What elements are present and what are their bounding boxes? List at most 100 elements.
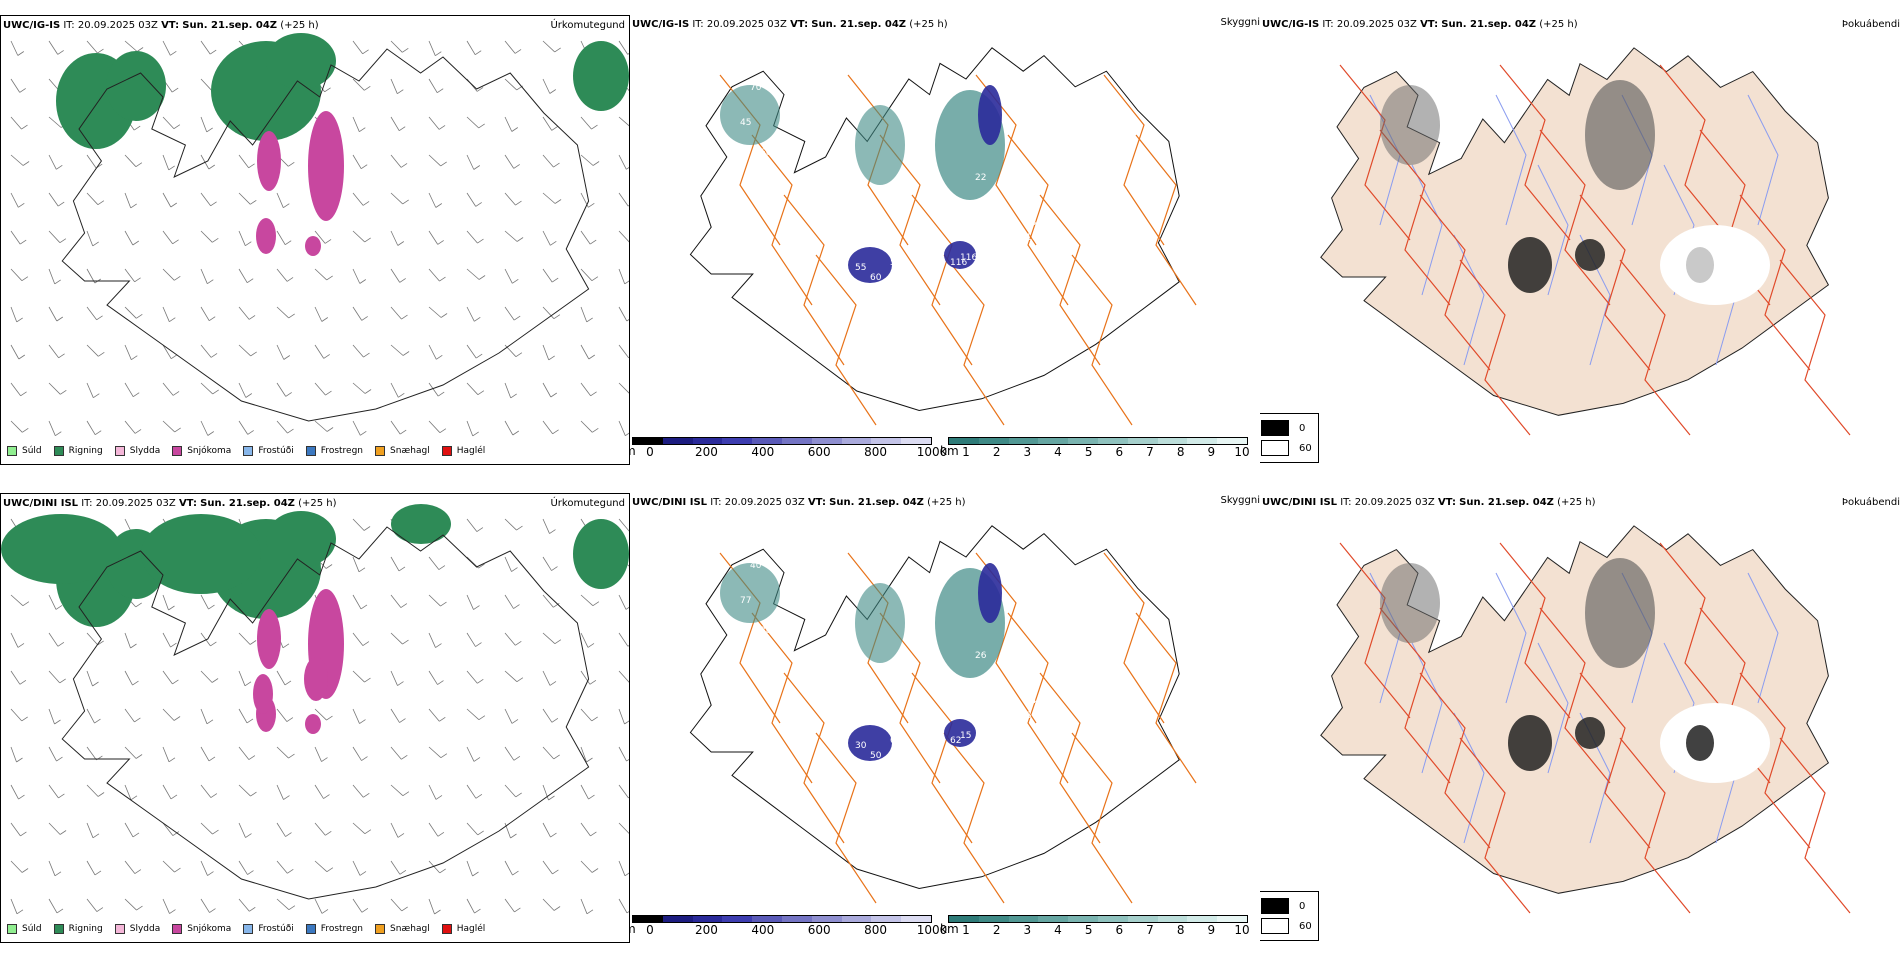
legend-swatch <box>54 446 64 456</box>
wind-barb-flag <box>247 279 253 283</box>
wind-barb <box>315 383 326 395</box>
wind-barb-flag <box>479 716 485 720</box>
wind-barb <box>87 633 98 645</box>
wind-barb-flag <box>135 278 141 282</box>
wind-barb <box>353 633 363 646</box>
wind-barb-flag <box>362 908 368 912</box>
fog-indicator-area <box>1585 80 1655 190</box>
wind-barb <box>391 231 398 246</box>
cloud-base-label: 78 <box>1020 711 1032 721</box>
wind-barb-flag <box>169 758 175 762</box>
wind-barb <box>49 193 58 206</box>
wind-barb-flag <box>365 390 371 394</box>
wind-barb-flag <box>18 203 24 207</box>
cloud-base-label: 116 <box>950 258 967 268</box>
low-cloud-base-area <box>978 563 1002 623</box>
wind-barb-flag <box>359 568 365 572</box>
wind-barb <box>467 899 475 913</box>
wind-barb <box>353 421 360 435</box>
wind-barb <box>353 345 364 357</box>
legend-swatch <box>375 924 385 934</box>
colorbar-tick: 10 <box>1234 445 1249 459</box>
wind-barb <box>429 633 436 648</box>
wind-barb-flag <box>287 718 293 722</box>
wind-barb <box>543 747 554 759</box>
cloud-base-label: 55 <box>855 263 866 273</box>
panel-header: UWC/IG-IS IT: 20.09.2025 03Z VT: Sun. 21… <box>1262 19 1578 30</box>
wind-barb <box>619 269 625 284</box>
wind-barb-flag <box>403 792 409 796</box>
wind-barb <box>163 307 169 322</box>
wind-barb <box>87 709 95 723</box>
wind-barb-flag <box>436 355 442 359</box>
wind-barb <box>315 785 324 799</box>
wind-barb <box>581 307 587 322</box>
wind-barb-flag <box>285 241 291 245</box>
wind-barb-flag <box>592 277 598 281</box>
wind-barb <box>391 671 398 686</box>
wind-barb-flag <box>549 356 555 360</box>
wind-barb-flag <box>475 51 481 55</box>
wind-barb-flag <box>133 833 139 837</box>
wind-barb <box>581 785 589 799</box>
wind-barb <box>87 861 95 875</box>
wind-barb-flag <box>23 602 29 606</box>
panel-variable-title: Skyggni <box>1220 17 1260 28</box>
wind-barb <box>239 785 251 796</box>
wind-barb <box>87 747 96 760</box>
wind-barb-flag <box>364 86 370 90</box>
wind-barb-flag <box>398 833 404 837</box>
wind-barb <box>505 557 512 572</box>
wind-barb <box>429 557 439 570</box>
colorbar-tick: 6 <box>1116 923 1124 937</box>
wind-barb <box>581 823 590 836</box>
legend-swatch <box>7 446 17 456</box>
legend-label: Haglél <box>457 924 486 934</box>
wind-barb-flag <box>403 352 409 356</box>
wind-barb-flag <box>169 318 175 322</box>
legend-swatch <box>306 446 316 456</box>
wind-barb-flag <box>210 642 216 646</box>
wind-barb-flag <box>552 278 558 282</box>
cloud-base-label: 58 <box>890 258 902 268</box>
wind-barb-flag <box>326 391 332 395</box>
wind-barb <box>505 899 514 912</box>
wind-barb-flag <box>17 910 23 914</box>
panel-variable-title: Úrkomutegund <box>550 498 625 509</box>
fog-indicator-area <box>1508 237 1552 293</box>
wind-barb-flag <box>440 277 446 281</box>
wind-barb-flag <box>93 242 99 246</box>
wind-barb-flag <box>208 432 214 436</box>
wind-barb <box>391 117 399 131</box>
wind-barb-flag <box>555 48 561 52</box>
wind-barb <box>429 307 441 318</box>
wind-barb <box>239 307 249 319</box>
wind-barb <box>125 747 136 759</box>
wind-barb <box>239 193 250 204</box>
colorbar-tick: 2 <box>993 923 1001 937</box>
wind-barb-flag <box>251 352 257 356</box>
wind-barb-flag <box>438 681 444 685</box>
wind-barb-flag <box>324 795 330 799</box>
wind-barb <box>87 671 93 686</box>
wind-barb-flag <box>515 641 521 645</box>
wind-barb-flag <box>441 602 447 606</box>
wind-barb-flag <box>360 871 366 875</box>
cloud-base-label: 62 <box>950 736 961 746</box>
cloud-base-label: 60 <box>870 273 882 283</box>
wind-barb <box>505 307 514 320</box>
wind-barb-flag <box>172 88 178 92</box>
fog-panel-row1: UWC/IG-IS IT: 20.09.2025 03Z VT: Sun. 21… <box>1260 15 1900 480</box>
wind-barb <box>11 823 20 836</box>
cloud-base-label: 22 <box>975 173 986 183</box>
wind-barb <box>201 79 212 91</box>
wind-barb-flag <box>363 793 369 797</box>
wind-barb-flag <box>170 910 176 914</box>
wind-barb <box>49 155 56 169</box>
wind-barb-flag <box>363 201 369 205</box>
legend-label: Slydda <box>130 446 160 456</box>
wind-barb <box>353 193 363 205</box>
